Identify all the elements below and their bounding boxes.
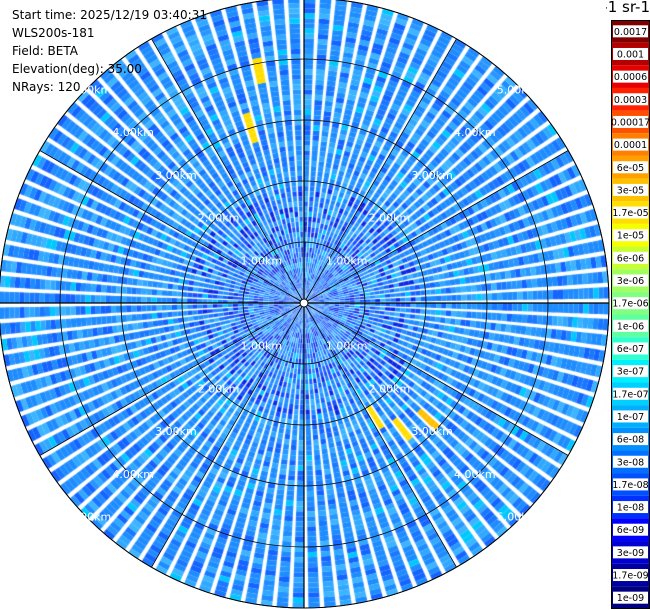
colorbar-tick-label: 1.7e-06 xyxy=(612,299,648,310)
colorbar-tick-label: 0.0001 xyxy=(614,140,647,151)
colorbar-tick-bg xyxy=(613,47,648,60)
colorbar-tick-label: 3e-09 xyxy=(617,548,644,559)
colorbar-tick-label: 6e-05 xyxy=(617,163,644,174)
azimuth-spoke xyxy=(303,38,457,304)
colorbar-tick-label: 0.0003 xyxy=(614,95,647,106)
colorbar-tick-label: 0.00017 xyxy=(611,117,650,128)
colorbar-tick-bg xyxy=(613,569,648,582)
colorbar-tick-label: 1.7e-07 xyxy=(612,389,648,400)
range-ring-label: 1.00km xyxy=(241,340,283,353)
range-ring-label: 4.00km xyxy=(112,468,154,481)
azimuth-spoke xyxy=(303,302,569,456)
colorbar-tick-bg xyxy=(613,387,648,400)
colorbar-tick-bg xyxy=(613,433,648,446)
range-ring-label: 3.00km xyxy=(411,169,453,182)
range-ring-label: 1.00km xyxy=(241,254,283,267)
colorbar-tick-bg xyxy=(613,115,648,128)
colorbar-tick-label: 0.0006 xyxy=(614,72,647,83)
colorbar: 0.0017 0.001 0.0006 0.0003 0.00017 0.0001 6e-0… xyxy=(611,20,650,609)
colorbar-tick-bg xyxy=(613,297,648,310)
colorbar-tick-label: 1e-06 xyxy=(617,321,644,332)
colorbar-tick-label: 3e-06 xyxy=(617,276,644,287)
colorbar-tick-bg xyxy=(613,138,648,151)
range-ring-label: 5.00km xyxy=(497,83,539,96)
colorbar-tick-label: 6e-08 xyxy=(617,435,644,446)
colorbar-tick-bg xyxy=(613,455,648,468)
colorbar-tick-label: 1e-05 xyxy=(617,231,644,242)
colorbar-tick-bg xyxy=(613,206,648,219)
colorbar-tick-bg xyxy=(613,274,648,287)
range-ring-label: 4.00km xyxy=(112,126,154,139)
colorbar-tick-bg xyxy=(613,229,648,242)
range-ring-label: 2.00km xyxy=(369,212,411,225)
field-name: Field: BETA xyxy=(12,44,78,58)
azimuth-spoke xyxy=(151,302,305,568)
colorbar-tick-label: 3e-08 xyxy=(617,457,644,468)
elevation: Elevation(deg): 35.00 xyxy=(12,62,142,76)
start-time: Start time: 2025/12/19 03:40:31 xyxy=(12,8,207,22)
azimuth-spoke xyxy=(39,150,305,304)
colorbar-tick-label: 0.001 xyxy=(617,49,644,60)
colorbar-tick-label: 6e-07 xyxy=(617,344,644,355)
colorbar-tick-bg xyxy=(613,161,648,174)
colorbar-tick-label: 1e-08 xyxy=(617,503,644,514)
range-ring-label: 3.00km xyxy=(155,169,197,182)
azimuth-spoke xyxy=(303,150,569,304)
instrument-name: WLS200s-181 xyxy=(12,26,95,40)
colorbar-tick-bg xyxy=(613,365,648,378)
range-ring-label: 2.00km xyxy=(369,382,411,395)
azimuth-spoke xyxy=(151,38,305,304)
colorbar-tick-bg xyxy=(613,70,648,83)
colorbar-tick-bg xyxy=(613,25,648,38)
colorbar-tick-bg xyxy=(613,319,648,332)
range-ring-label: 1.00km xyxy=(326,254,368,267)
azimuth-spoke xyxy=(39,302,305,456)
colorbar-tick-bg xyxy=(613,591,648,604)
colorbar-tick-label: 1.7e-09 xyxy=(612,571,648,582)
colorbar-tick-bg xyxy=(613,342,648,355)
colorbar-tick-label: 1e-07 xyxy=(617,412,644,423)
colorbar-tick-label: 6e-09 xyxy=(617,525,644,536)
range-ring-label: 3.00km xyxy=(411,425,453,438)
colorbar-unit-label: m-1 sr-1 xyxy=(606,0,650,16)
colorbar-tick-bg xyxy=(613,478,648,491)
colorbar-tick-label: 3e-05 xyxy=(617,185,644,196)
colorbar-tick-bg xyxy=(613,523,648,536)
colorbar-tick-bg xyxy=(613,501,648,514)
colorbar-tick-bg xyxy=(613,251,648,264)
range-ring-label: 2.00km xyxy=(198,212,240,225)
nrays: NRays: 120 xyxy=(12,80,81,94)
range-ring-label: 1.00km xyxy=(326,340,368,353)
radar-center xyxy=(299,298,309,308)
colorbar-tick-label: 1e-09 xyxy=(617,593,644,604)
range-ring-label: 5.00km xyxy=(497,511,539,524)
colorbar-tick-label: 1.7e-08 xyxy=(612,480,648,491)
scan-info: Start time: 2025/12/19 03:40:31 WLS200s-… xyxy=(12,6,212,96)
colorbar-tick-bg xyxy=(613,410,648,423)
range-ring-label: 2.00km xyxy=(198,382,240,395)
range-ring-label: 5.00km xyxy=(70,511,112,524)
range-ring-label: 5.00km xyxy=(70,83,112,96)
colorbar-tick-bg xyxy=(613,183,648,196)
azimuth-spoke xyxy=(303,302,457,568)
range-ring-label: 4.00km xyxy=(454,126,496,139)
colorbar-tick-label: 0.0017 xyxy=(614,27,647,38)
range-ring-label: 4.00km xyxy=(454,468,496,481)
colorbar-tick-label: 1.7e-05 xyxy=(612,208,648,219)
colorbar-tick-label: 3e-07 xyxy=(617,367,644,378)
range-ring-label: 3.00km xyxy=(155,425,197,438)
colorbar-tick-label: 6e-06 xyxy=(617,253,644,264)
colorbar-tick-bg xyxy=(613,93,648,106)
colorbar-tick-bg xyxy=(613,546,648,559)
